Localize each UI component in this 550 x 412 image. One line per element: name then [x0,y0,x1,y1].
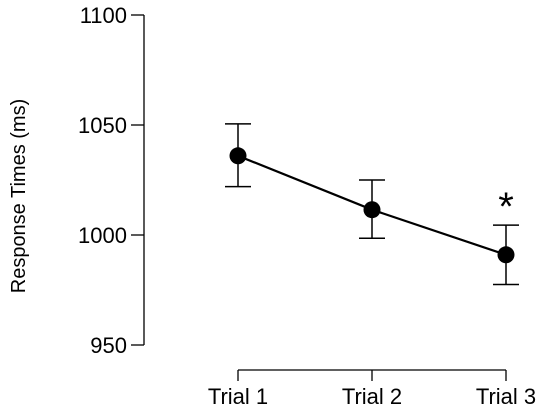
y-tick-label: 1050 [78,113,127,138]
x-axis: Trial 1 Trial 2 Trial 3 [208,369,536,409]
y-axis-title: Response Times (ms) [8,99,30,294]
y-tick-label: 1000 [78,223,127,248]
series-plot [225,123,519,286]
y-tick-label: 1100 [80,3,127,28]
data-point [363,201,381,219]
x-tick-label: Trial 2 [342,384,402,409]
x-tick-label: Trial 1 [208,384,268,409]
y-tick-label: 950 [90,333,127,358]
annotations: * [498,185,514,229]
y-axis: 950 1000 1050 1100 [78,3,145,358]
data-point [229,147,247,165]
x-tick-label: Trial 3 [476,384,536,409]
significance-marker: * [498,185,514,229]
data-point [497,246,515,264]
